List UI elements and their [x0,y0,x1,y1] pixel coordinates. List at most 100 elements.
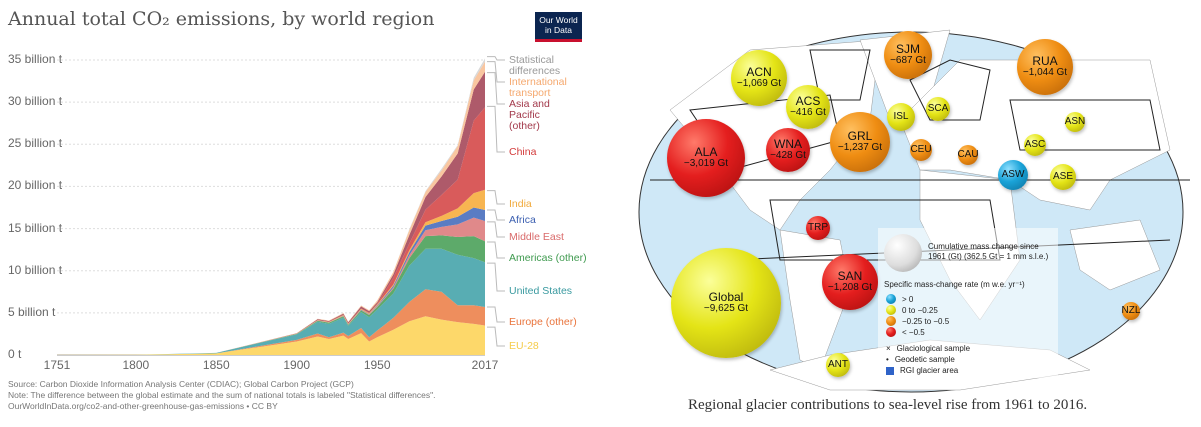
region-bubble-san[interactable]: SAN −1,208 Gt [822,254,878,310]
bubble-mass-change: −1,044 Gt [1022,67,1068,79]
x-tick-label: 1900 [283,358,311,372]
region-bubble-nzl[interactable]: NZL [1122,302,1140,320]
series-label[interactable]: EU-28 [509,340,539,352]
series-label[interactable]: Middle East [509,231,564,243]
bubble-mass-change: −428 Gt [770,150,806,162]
x-tick-label: 2017 [471,358,499,372]
bubble-region-code: SCA [927,102,949,114]
legend-connector [487,72,505,105]
series-label[interactable]: Statistical differences [509,54,561,77]
legend-connector [487,221,505,238]
legend-geodetic: Geodetic sample [894,355,955,364]
series-label[interactable]: Europe (other) [509,316,577,328]
source-link[interactable]: OurWorldInData.org/co2-and-other-greenho… [8,401,278,411]
bubble-mass-change: −1,237 Gt [837,142,883,154]
y-tick-label: 35 billion t [8,52,63,66]
size-legend-title: Cumulative mass change since 1961 (Gt) (… [928,242,1049,261]
area-india[interactable] [57,189,485,355]
legend-connector [487,61,505,83]
owid-logo[interactable]: Our World in Data [535,12,582,42]
bubble-mass-change: −416 Gt [790,107,826,119]
rate-legend-title: Specific mass-change rate (m w.e. yr⁻¹) [884,280,1025,289]
x-tick-label: 1800 [122,358,150,372]
region-bubble-acn[interactable]: ACN −1,069 Gt [731,50,787,106]
bubble-mass-change: −3,019 Gt [683,158,729,170]
region-bubble-isl[interactable]: ISL [887,103,915,131]
region-bubble-wna[interactable]: WNA −428 Gt [766,128,810,172]
series-label[interactable]: Africa [509,214,536,226]
region-bubble-sca[interactable]: SCA [926,97,950,121]
blue-square-icon [886,366,894,375]
y-tick-label: 15 billion t [8,220,63,235]
map-caption: Regional glacier contributions to sea-le… [688,397,1088,413]
region-bubble-grl[interactable]: GRL −1,237 Gt [830,112,890,172]
bubble-region-code: ASE [1052,170,1073,182]
area-europe-other-[interactable] [57,289,485,355]
rate-legend-item: > 0 [886,294,913,304]
x-tick-label: 1751 [43,358,71,372]
series-label[interactable]: Asia and Pacific (other) [509,98,550,132]
area-united-states[interactable] [57,248,485,355]
series-label[interactable]: Americas (other) [509,252,587,264]
region-bubble-ant[interactable]: ANT [826,353,850,377]
footnote: Note: The difference between the global … [8,390,436,400]
y-tick-label: 5 billion t [8,304,56,319]
bubble-region-code: ANT [828,358,848,370]
sphere-icon [886,305,896,315]
region-bubble-rua[interactable]: RUA −1,044 Gt [1017,39,1073,95]
region-bubble-sjm[interactable]: SJM −687 Gt [884,31,932,79]
cross-icon: × [886,344,891,353]
legend-glaciological: Glaciological sample [896,344,971,353]
legend-connector [487,209,505,221]
bubble-region-code: CAU [957,148,979,160]
series-label[interactable]: United States [509,285,573,297]
bubble-region-code: ALA [694,145,718,160]
region-bubble-global[interactable]: Global −9,625 Gt [671,248,781,358]
rate-legend-label: < −0.5 [902,327,925,337]
region-bubble-trp[interactable]: TRP [806,216,830,240]
bubble-region-code: SAN [837,269,863,284]
region-bubble-ceu[interactable]: CEU [910,139,932,161]
bubble-mass-change: −687 Gt [890,55,926,67]
series-label[interactable]: International transport [509,76,567,99]
region-bubble-asc[interactable]: ASC [1024,134,1046,156]
bubble-region-code: SJM [896,42,920,57]
region-bubble-asw[interactable]: ASW [998,160,1028,190]
bubble-region-code: Global [708,290,744,305]
legend-connector [487,56,505,61]
sphere-icon [886,316,896,326]
rate-legend-item: < −0.5 [886,327,925,337]
area-middle-east[interactable] [57,217,485,355]
bubble-region-code: ASN [1064,115,1086,127]
rate-legend-label: −0.25 to −0.5 [902,316,950,326]
region-bubble-ase[interactable]: ASE [1050,164,1076,190]
y-tick-label: 10 billion t [8,262,63,277]
bubble-region-code: ACS [795,94,821,109]
sphere-icon [886,294,896,304]
bubble-mass-change: −9,625 Gt [703,303,749,315]
bubble-region-code: WNA [774,137,802,152]
area-eu-28[interactable] [57,316,485,355]
legend-connector [487,262,505,292]
region-bubble-cau[interactable]: CAU [957,145,979,165]
bubble-region-code: ACN [746,65,772,80]
bubble-region-code: ASC [1024,138,1046,150]
bubble-region-code: TRP [808,221,828,233]
legend-connector [487,241,505,259]
co2-area-chart [57,56,505,356]
bubble-mass-change: −1,069 Gt [736,78,782,90]
bubble-region-code: ISL [893,110,909,122]
legend-connector [487,190,505,205]
x-tick-label: 1950 [363,358,391,372]
region-bubble-ala[interactable]: ALA −3,019 Gt [667,119,745,197]
region-bubble-acs[interactable]: ACS −416 Gt [786,85,830,129]
dot-icon: • [886,355,889,364]
y-tick-label: 20 billion t [8,178,63,193]
x-tick-label: 1850 [202,358,230,372]
region-bubble-asn[interactable]: ASN [1065,112,1085,132]
series-label[interactable]: India [509,198,532,210]
area-africa[interactable] [57,207,485,355]
size-legend-sphere [884,234,922,272]
area-americas-other-[interactable] [57,235,485,355]
series-label[interactable]: China [509,146,537,158]
